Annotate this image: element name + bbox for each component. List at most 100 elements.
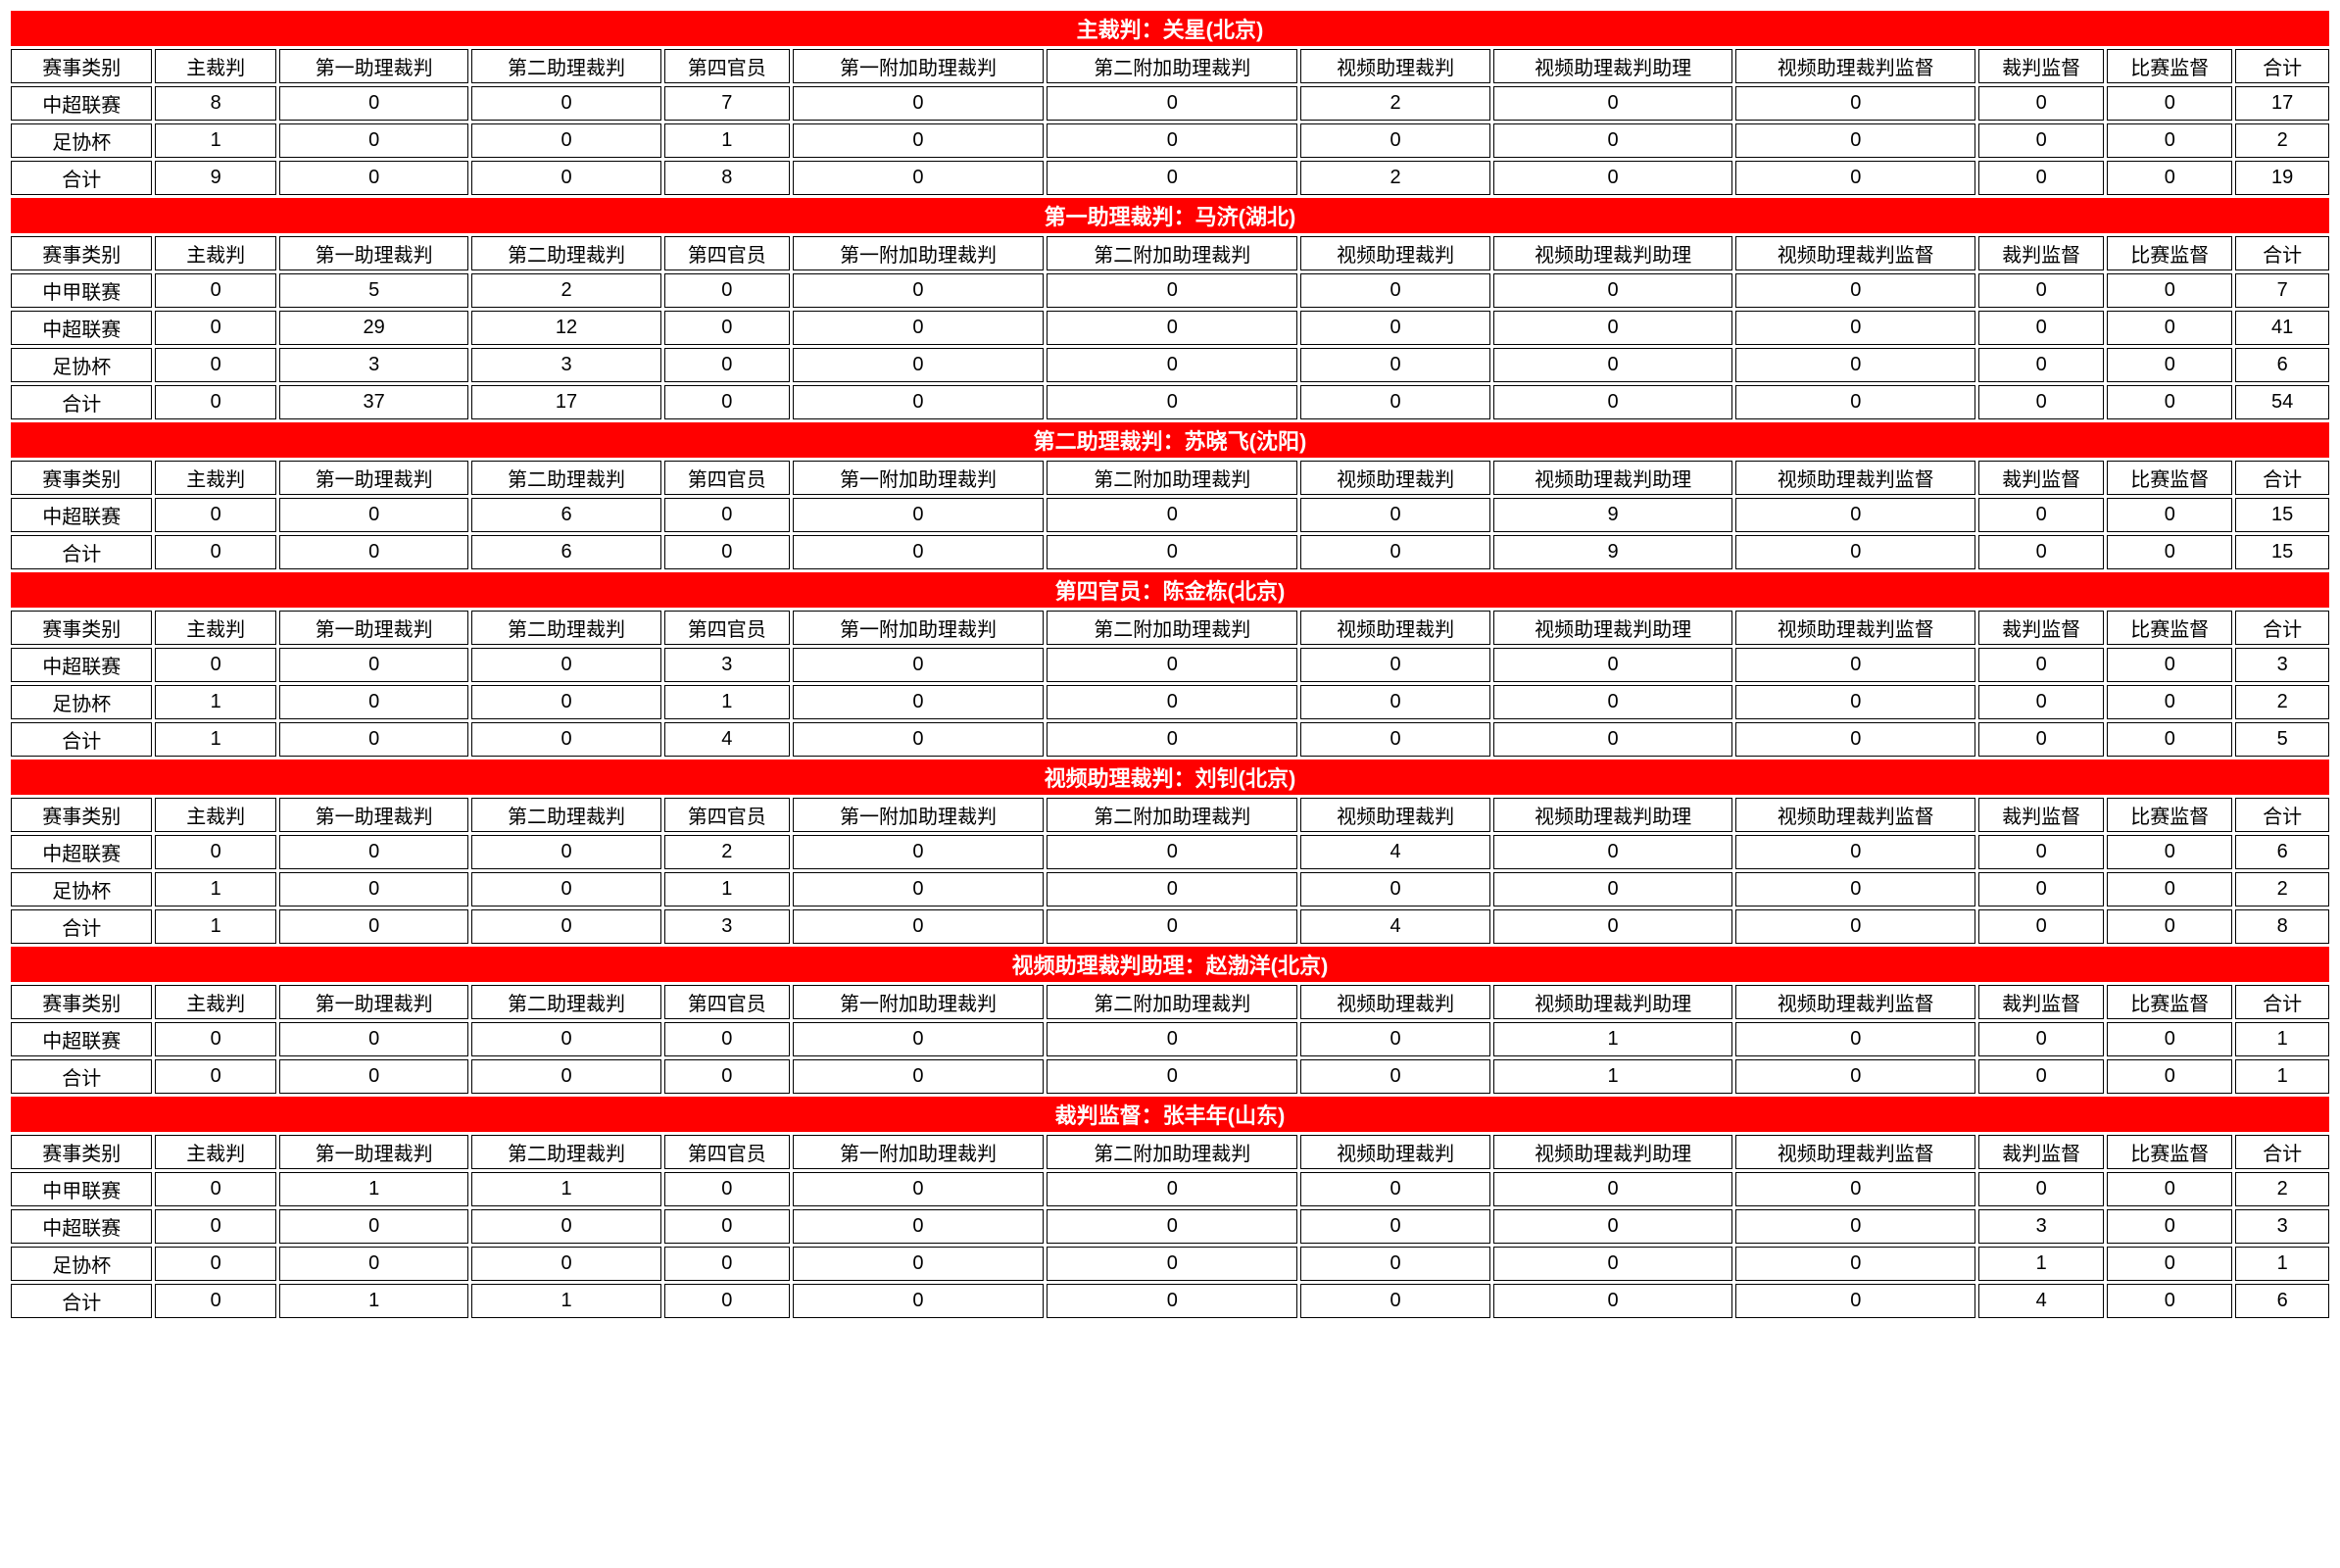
data-cell: 9 bbox=[1493, 535, 1733, 569]
column-header: 第一助理裁判 bbox=[279, 236, 468, 270]
data-cell: 0 bbox=[279, 161, 468, 195]
row-label: 中超联赛 bbox=[11, 1209, 152, 1244]
column-header: 第一附加助理裁判 bbox=[793, 985, 1044, 1019]
column-header: 第一附加助理裁判 bbox=[793, 49, 1044, 83]
table-row: 中超联赛000300000003 bbox=[11, 648, 2329, 682]
data-cell: 0 bbox=[471, 161, 660, 195]
data-cell: 0 bbox=[664, 1172, 790, 1206]
data-cell: 0 bbox=[2107, 1022, 2232, 1056]
column-header: 视频助理裁判助理 bbox=[1493, 236, 1733, 270]
data-cell: 0 bbox=[1300, 872, 1489, 906]
data-cell: 0 bbox=[1493, 685, 1733, 719]
column-header-row: 赛事类别主裁判第一助理裁判第二助理裁判第四官员第一附加助理裁判第二附加助理裁判视… bbox=[11, 798, 2329, 832]
data-cell: 0 bbox=[1300, 123, 1489, 158]
column-header: 第二助理裁判 bbox=[471, 798, 660, 832]
column-header: 视频助理裁判 bbox=[1300, 236, 1489, 270]
column-header: 第二助理裁判 bbox=[471, 1135, 660, 1169]
column-header: 视频助理裁判监督 bbox=[1735, 1135, 1975, 1169]
column-header-row: 赛事类别主裁判第一助理裁判第二助理裁判第四官员第一附加助理裁判第二附加助理裁判视… bbox=[11, 461, 2329, 495]
data-cell: 0 bbox=[1735, 872, 1975, 906]
row-label: 足协杯 bbox=[11, 123, 152, 158]
column-header: 主裁判 bbox=[155, 798, 275, 832]
column-header: 第二附加助理裁判 bbox=[1047, 611, 1297, 645]
data-cell: 0 bbox=[471, 123, 660, 158]
data-cell: 0 bbox=[155, 535, 275, 569]
data-cell: 0 bbox=[793, 685, 1044, 719]
data-cell: 0 bbox=[1300, 348, 1489, 382]
data-cell: 0 bbox=[2107, 1284, 2232, 1318]
data-cell: 3 bbox=[664, 909, 790, 944]
data-cell: 0 bbox=[2107, 1172, 2232, 1206]
column-header: 视频助理裁判助理 bbox=[1493, 798, 1733, 832]
data-cell: 1 bbox=[471, 1172, 660, 1206]
table-row: 中甲联赛011000000002 bbox=[11, 1172, 2329, 1206]
row-label: 足协杯 bbox=[11, 872, 152, 906]
data-cell: 1 bbox=[2235, 1022, 2329, 1056]
data-cell: 0 bbox=[1493, 86, 1733, 121]
column-header: 第一附加助理裁判 bbox=[793, 798, 1044, 832]
data-cell: 12 bbox=[471, 311, 660, 345]
data-cell: 0 bbox=[1493, 1209, 1733, 1244]
column-header: 赛事类别 bbox=[11, 236, 152, 270]
column-header: 比赛监督 bbox=[2107, 798, 2232, 832]
data-cell: 0 bbox=[1300, 722, 1489, 757]
data-cell: 0 bbox=[1493, 311, 1733, 345]
section-title-row: 第四官员：陈金栋(北京) bbox=[11, 572, 2329, 608]
column-header: 视频助理裁判 bbox=[1300, 461, 1489, 495]
data-cell: 0 bbox=[1735, 123, 1975, 158]
data-cell: 0 bbox=[1978, 385, 2104, 419]
data-cell: 0 bbox=[2107, 535, 2232, 569]
data-cell: 41 bbox=[2235, 311, 2329, 345]
data-cell: 0 bbox=[1978, 273, 2104, 308]
data-cell: 3 bbox=[279, 348, 468, 382]
data-cell: 0 bbox=[793, 1022, 1044, 1056]
column-header: 主裁判 bbox=[155, 49, 275, 83]
column-header: 第一助理裁判 bbox=[279, 611, 468, 645]
column-header: 赛事类别 bbox=[11, 461, 152, 495]
column-header: 比赛监督 bbox=[2107, 1135, 2232, 1169]
data-cell: 0 bbox=[1047, 273, 1297, 308]
column-header: 比赛监督 bbox=[2107, 49, 2232, 83]
data-cell: 0 bbox=[1047, 1247, 1297, 1281]
row-label: 中超联赛 bbox=[11, 498, 152, 532]
data-cell: 0 bbox=[1047, 498, 1297, 532]
data-cell: 4 bbox=[1300, 835, 1489, 869]
data-cell: 2 bbox=[664, 835, 790, 869]
column-header: 裁判监督 bbox=[1978, 798, 2104, 832]
data-cell: 0 bbox=[664, 348, 790, 382]
section-title: 视频助理裁判助理：赵渤洋(北京) bbox=[11, 947, 2329, 982]
row-label: 中超联赛 bbox=[11, 835, 152, 869]
data-cell: 37 bbox=[279, 385, 468, 419]
column-header: 比赛监督 bbox=[2107, 461, 2232, 495]
column-header: 第二附加助理裁判 bbox=[1047, 461, 1297, 495]
data-cell: 0 bbox=[1735, 1172, 1975, 1206]
data-cell: 0 bbox=[2107, 86, 2232, 121]
column-header: 第二助理裁判 bbox=[471, 611, 660, 645]
data-cell: 6 bbox=[471, 535, 660, 569]
referee-stats-table: 主裁判：关星(北京) 赛事类别主裁判第一助理裁判第二助理裁判第四官员第一附加助理裁… bbox=[8, 8, 2332, 1321]
data-cell: 0 bbox=[1047, 1172, 1297, 1206]
data-cell: 0 bbox=[279, 722, 468, 757]
table-row: 足协杯033000000006 bbox=[11, 348, 2329, 382]
column-header: 裁判监督 bbox=[1978, 49, 2104, 83]
data-cell: 2 bbox=[2235, 123, 2329, 158]
section-title-row: 裁判监督：张丰年(山东) bbox=[11, 1097, 2329, 1132]
data-cell: 0 bbox=[1047, 311, 1297, 345]
data-cell: 0 bbox=[1735, 273, 1975, 308]
table-row: 合计037170000000054 bbox=[11, 385, 2329, 419]
data-cell: 0 bbox=[155, 1209, 275, 1244]
row-label: 中超联赛 bbox=[11, 648, 152, 682]
row-label: 合计 bbox=[11, 1284, 152, 1318]
data-cell: 0 bbox=[155, 1059, 275, 1094]
data-cell: 0 bbox=[155, 1022, 275, 1056]
row-label: 足协杯 bbox=[11, 348, 152, 382]
data-cell: 29 bbox=[279, 311, 468, 345]
data-cell: 1 bbox=[279, 1284, 468, 1318]
column-header: 合计 bbox=[2235, 1135, 2329, 1169]
column-header: 裁判监督 bbox=[1978, 461, 2104, 495]
data-cell: 0 bbox=[1978, 835, 2104, 869]
row-label: 合计 bbox=[11, 385, 152, 419]
column-header: 第二附加助理裁判 bbox=[1047, 1135, 1297, 1169]
data-cell: 0 bbox=[279, 1209, 468, 1244]
section-title-row: 主裁判：关星(北京) bbox=[11, 11, 2329, 46]
